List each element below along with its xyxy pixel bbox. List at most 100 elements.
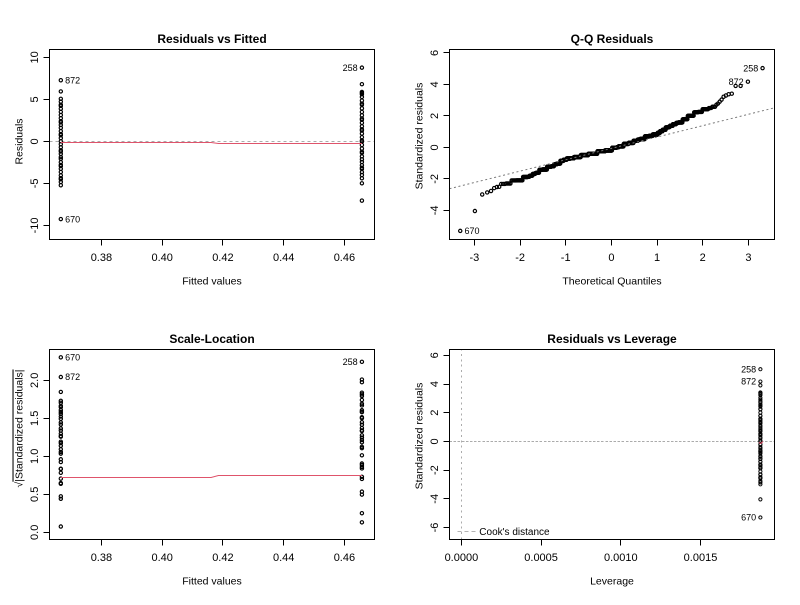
x-tick-label: 0.0000	[445, 552, 479, 564]
data-point	[758, 456, 763, 461]
x-tick-label: 0.40	[151, 252, 172, 264]
point-label-258: 258	[343, 357, 358, 367]
x-axis-title: Leverage	[590, 576, 634, 588]
data-point	[760, 65, 765, 71]
point-label-258: 258	[741, 364, 756, 374]
plot-box	[49, 349, 375, 540]
y-tick-label: 2	[429, 410, 441, 416]
data-point	[359, 403, 365, 408]
y-tick-label: -4	[429, 494, 441, 504]
x-axis-title: Fitted values	[182, 576, 242, 588]
y-tick-label: -5	[29, 179, 41, 189]
data-point	[359, 474, 365, 480]
radical-symbol: √	[14, 482, 26, 488]
y-tick-label: 0	[429, 438, 441, 444]
data-point	[58, 524, 64, 529]
data-point	[58, 449, 64, 455]
y-tick-label: -6	[429, 523, 441, 533]
data-point	[359, 511, 365, 516]
data-point	[758, 423, 763, 428]
data-point	[359, 359, 365, 365]
data-point	[359, 435, 365, 440]
panel-title: Q-Q Residuals	[571, 32, 654, 46]
data-point	[359, 377, 365, 382]
data-point	[359, 425, 365, 431]
data-point	[758, 515, 763, 520]
y-tick-label: 2.0	[29, 373, 41, 388]
data-point	[758, 367, 763, 372]
data-point	[359, 81, 365, 87]
x-tick-label: 0.40	[151, 552, 172, 564]
panel-residuals-vs-fitted: 0.38 0.40 0.42 0.44 0.46 -10 -5 0 5 10 Residuals v…	[14, 32, 375, 288]
data-point	[58, 494, 64, 499]
plot-box	[49, 49, 375, 240]
point-label-872: 872	[65, 372, 80, 382]
data-point	[359, 408, 365, 413]
data-point	[494, 184, 500, 190]
data-point	[359, 492, 365, 497]
x-tick-label: 0.38	[91, 252, 112, 264]
data-point	[359, 92, 365, 97]
panel-title: Residuals vs Leverage	[547, 332, 677, 346]
data-point	[758, 397, 763, 402]
y-axis-title: Standardized residuals	[414, 383, 426, 490]
data-point	[359, 392, 365, 397]
point-label-872: 872	[741, 377, 756, 387]
point-label-258: 258	[743, 63, 758, 73]
x-tick-label: 0.44	[273, 552, 294, 564]
y-tick-label: 2	[429, 113, 441, 119]
data-point	[58, 149, 64, 154]
data-point	[58, 433, 64, 439]
data-point	[58, 398, 64, 404]
x-tick-label: -2	[515, 252, 525, 264]
data-point	[758, 379, 763, 384]
smoother-line	[60, 141, 362, 145]
points-residuals-vs-leverage	[758, 367, 763, 520]
data-point	[479, 192, 485, 197]
data-point	[758, 395, 763, 400]
points-scale-location	[58, 355, 365, 529]
x-tick-label: 0.0010	[604, 552, 638, 564]
data-point	[58, 451, 64, 456]
cooks-distance-legend-label: Cook's distance	[479, 527, 550, 538]
data-point	[729, 91, 735, 96]
data-point	[58, 447, 64, 452]
point-label-258: 258	[343, 63, 358, 73]
data-point	[359, 520, 365, 525]
point-label-670: 670	[741, 513, 756, 523]
x-tick-label: 0.38	[91, 552, 112, 564]
data-point	[58, 422, 64, 427]
data-point	[359, 157, 365, 162]
data-point	[359, 462, 365, 468]
data-point	[58, 154, 64, 160]
data-point	[58, 78, 64, 83]
data-point	[484, 190, 490, 195]
smoother-line	[758, 441, 764, 445]
data-point	[758, 390, 763, 395]
y-tick-label: 10	[29, 51, 41, 63]
x-tick-label: -3	[470, 252, 480, 264]
data-point	[58, 374, 64, 380]
data-point	[58, 496, 64, 502]
data-point	[58, 411, 64, 417]
y-axis-title: Standardized residuals	[414, 83, 426, 190]
y-tick-label: 4	[429, 381, 441, 387]
x-axis-title: Fitted values	[182, 276, 242, 288]
x-tick-label: 1	[654, 252, 660, 264]
x-tick-label: 3	[745, 252, 751, 264]
panel-qq-residuals: -3 -2 -1 0 1 2 3 -4 -2 0 2 4 6 Q-Q Residuals Theoretic…	[414, 32, 775, 288]
data-point	[58, 466, 64, 472]
data-point	[359, 445, 365, 451]
point-label-872: 872	[65, 75, 80, 85]
panel-residuals-vs-leverage: 0.0000 0.0005 0.0010 0.0015 -6 -4 -2 0 2 4 6 Residu…	[414, 332, 775, 588]
data-point	[472, 208, 478, 214]
data-point	[359, 198, 365, 203]
data-point	[359, 415, 365, 420]
data-point	[359, 433, 365, 438]
data-point	[58, 431, 64, 436]
y-tick-label: -2	[429, 465, 441, 475]
x-tick-label: 2	[700, 252, 706, 264]
y-tick-label: 6	[429, 50, 441, 56]
